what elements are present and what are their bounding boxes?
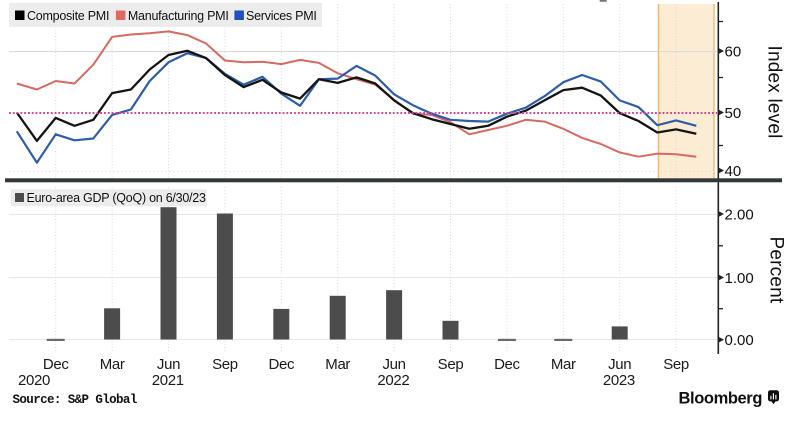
svg-text:Mar: Mar <box>551 356 576 373</box>
svg-text:Mar: Mar <box>100 356 125 373</box>
svg-text:Dec: Dec <box>268 356 294 373</box>
svg-text:2023: 2023 <box>603 372 635 389</box>
svg-text:40: 40 <box>725 163 742 180</box>
svg-text:Euro-area GDP (QoQ) on 6/30/23: Euro-area GDP (QoQ) on 6/30/23 <box>27 191 206 205</box>
svg-text:Bloomberg: Bloomberg <box>679 390 762 408</box>
svg-text:Jun: Jun <box>157 356 180 373</box>
svg-text:Services PMI: Services PMI <box>246 9 317 23</box>
svg-text:Dec: Dec <box>43 356 69 373</box>
svg-text:Mar: Mar <box>325 356 350 373</box>
svg-text:Composite PMI: Composite PMI <box>27 9 109 23</box>
svg-text:60: 60 <box>725 44 742 61</box>
svg-text:Sep: Sep <box>212 356 238 373</box>
svg-text:2020: 2020 <box>18 372 50 389</box>
svg-text:Jun: Jun <box>608 356 631 373</box>
svg-text:2.00: 2.00 <box>725 207 754 224</box>
svg-text:Index level: Index level <box>764 45 785 138</box>
svg-text:Jun: Jun <box>383 356 406 373</box>
svg-text:Sep: Sep <box>438 356 464 373</box>
svg-text:Dec: Dec <box>494 356 520 373</box>
svg-text:Percent: Percent <box>765 236 786 303</box>
svg-text:Manufacturing PMI: Manufacturing PMI <box>128 9 229 23</box>
svg-text:0.00: 0.00 <box>725 332 754 349</box>
svg-text:Source: S&P Global: Source: S&P Global <box>13 393 137 407</box>
svg-text:2022: 2022 <box>377 372 409 389</box>
svg-text:2021: 2021 <box>152 372 184 389</box>
svg-text:50: 50 <box>725 105 742 122</box>
svg-text:Sep: Sep <box>663 356 689 373</box>
svg-text:1.00: 1.00 <box>725 270 754 287</box>
